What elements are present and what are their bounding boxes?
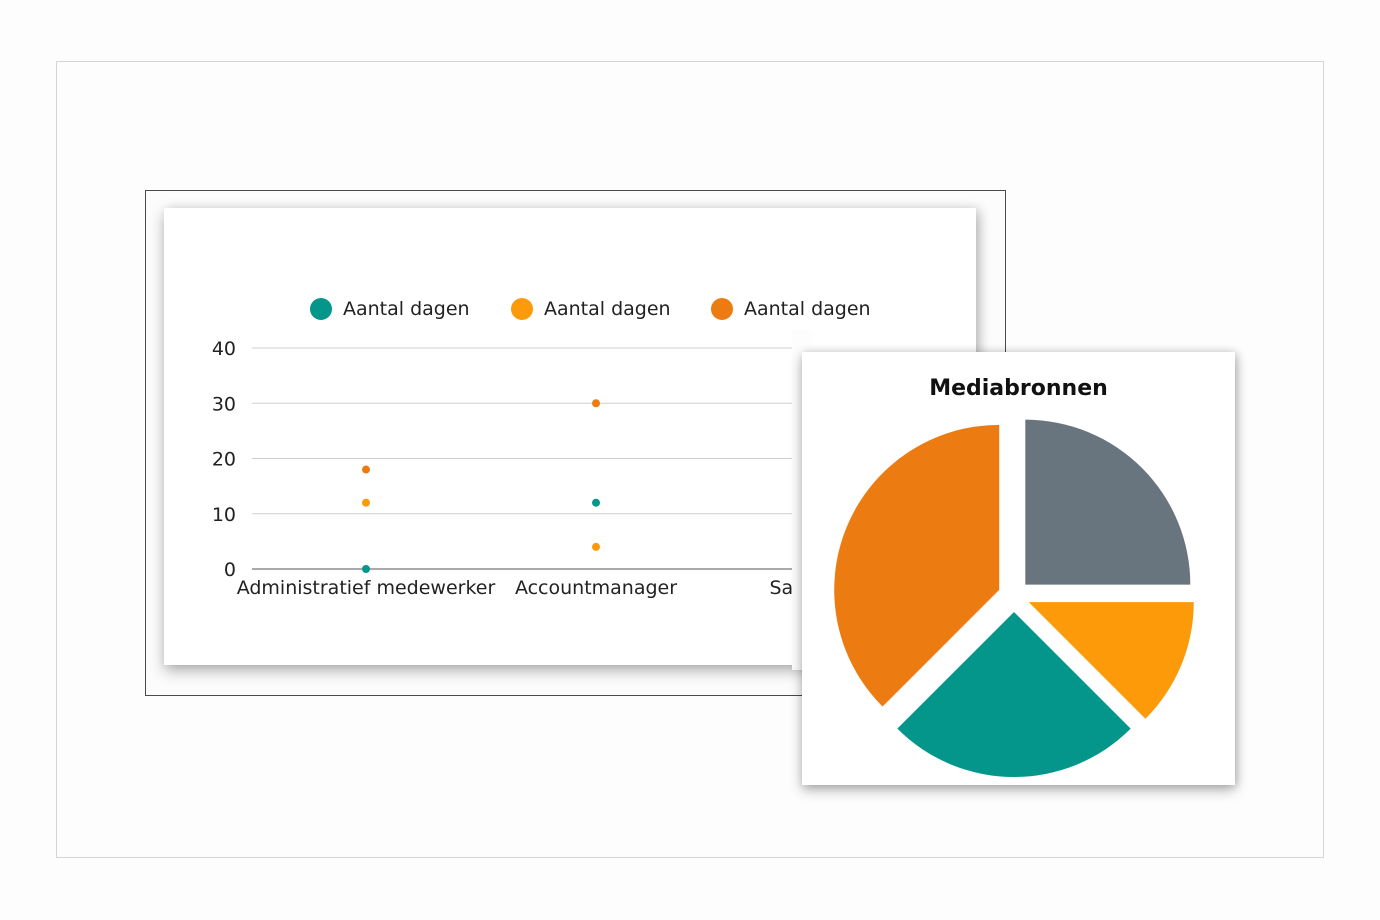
legend-marker (511, 298, 533, 320)
y-tick-label: 20 (212, 449, 236, 471)
pie-chart-title: Mediabronnen (929, 376, 1108, 401)
x-tick-label: Accountmanager (515, 577, 677, 599)
y-tick-label: 10 (212, 504, 236, 526)
data-point (592, 542, 600, 551)
data-point (592, 399, 600, 408)
pie-slice (897, 612, 1131, 777)
legend-marker (310, 298, 332, 320)
pie-chart (834, 419, 1194, 777)
legend-label: Aantal dagen (343, 298, 470, 320)
data-point (362, 565, 370, 573)
data-point (362, 465, 370, 474)
y-tick-label: 0 (224, 559, 236, 581)
pie-slice (1025, 419, 1191, 585)
x-tick-label: Sal (770, 577, 799, 599)
pie-slice (834, 424, 1000, 707)
y-tick-label: 40 (212, 338, 236, 360)
legend-marker (711, 298, 733, 320)
data-point (362, 498, 370, 507)
pie-slice (1028, 602, 1194, 719)
x-tick-label: Administratief medewerker (237, 577, 496, 599)
legend-label: Aantal dagen (744, 298, 871, 320)
pie-chart-card: Mediabronnen (802, 352, 1235, 785)
data-point (592, 498, 600, 507)
legend-label: Aantal dagen (544, 298, 671, 320)
scatter-chart: 0 10 20 30 40 Administratief medewerker Accoun… (212, 298, 871, 599)
y-tick-label: 30 (212, 393, 236, 415)
